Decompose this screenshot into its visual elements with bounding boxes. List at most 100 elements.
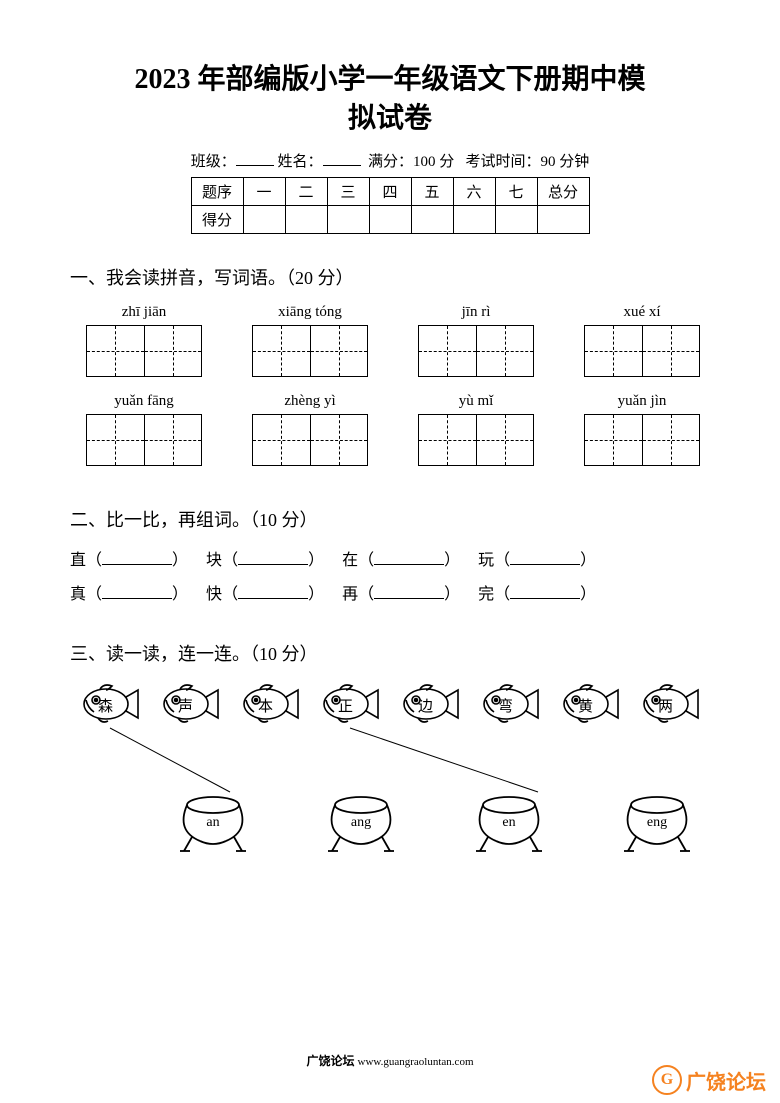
blank xyxy=(102,551,172,565)
pinyin-row-1: zhī jiān xiāng tóng jīn rì xué xí xyxy=(70,304,710,377)
pinyin-label: zhī jiān xyxy=(86,304,202,321)
word-item: 真（） xyxy=(70,580,188,604)
tianzige-box xyxy=(418,325,534,377)
pot-icon xyxy=(170,791,256,853)
tianzige-box xyxy=(584,414,700,466)
tianzige-box xyxy=(418,414,534,466)
char: 在 xyxy=(342,546,358,570)
title-line-1: 2023 年部编版小学一年级语文下册期中模 xyxy=(70,60,710,99)
char: 快 xyxy=(206,580,222,604)
cell: 六 xyxy=(453,178,495,206)
cell xyxy=(327,206,369,234)
char: 完 xyxy=(478,580,494,604)
cell: 五 xyxy=(411,178,453,206)
fish-icon xyxy=(396,680,460,726)
pinyin-group: yù mǐ xyxy=(418,393,534,466)
tianzige-box xyxy=(252,325,368,377)
fish-icon xyxy=(76,680,140,726)
cell: 题序 xyxy=(191,178,243,206)
word-item: 快（） xyxy=(206,580,324,604)
section-2-title: 二、比一比，再组词。（10 分） xyxy=(70,506,710,532)
cell: 总分 xyxy=(537,178,589,206)
fish-item: 黄 xyxy=(556,680,620,731)
cell: 四 xyxy=(369,178,411,206)
char: 直 xyxy=(70,546,86,570)
cell xyxy=(537,206,589,234)
blank xyxy=(374,585,444,599)
pot-item: eng xyxy=(614,791,700,858)
fish-item: 两 xyxy=(636,680,700,731)
watermark-icon: G xyxy=(652,1065,682,1095)
pinyin-group: yuǎn fāng xyxy=(86,393,202,466)
class-label: 班级： xyxy=(191,154,236,170)
tianzige-box xyxy=(86,414,202,466)
cell xyxy=(243,206,285,234)
table-row: 题序 一 二 三 四 五 六 七 总分 xyxy=(191,178,589,206)
word-row: 直（） 块（） 在（） 玩（） xyxy=(70,546,710,570)
blank xyxy=(374,551,444,565)
cell: 二 xyxy=(285,178,327,206)
char: 玩 xyxy=(478,546,494,570)
fish-item: 弯 xyxy=(476,680,540,731)
pinyin-group: yuǎn jìn xyxy=(584,393,700,466)
watermark-text: 广饶论坛 xyxy=(686,1066,766,1095)
pinyin-label: yuǎn jìn xyxy=(584,393,700,410)
pinyin-label: xué xí xyxy=(584,304,700,321)
fish-icon xyxy=(236,680,300,726)
word-item: 在（） xyxy=(342,546,460,570)
pot-icon xyxy=(466,791,552,853)
cell xyxy=(411,206,453,234)
section-3-title: 三、读一读，连一连。（10 分） xyxy=(70,640,710,666)
char: 块 xyxy=(206,546,222,570)
blank xyxy=(510,551,580,565)
word-item: 直（） xyxy=(70,546,188,570)
word-row: 真（） 快（） 再（） 完（） xyxy=(70,580,710,604)
exam-info-line: 班级： 姓名： 满分：100 分 考试时间：90 分钟 xyxy=(70,150,710,171)
word-item: 再（） xyxy=(342,580,460,604)
fish-item: 森 xyxy=(76,680,140,731)
fish-icon xyxy=(316,680,380,726)
fish-icon xyxy=(636,680,700,726)
blank xyxy=(102,585,172,599)
pinyin-group: zhī jiān xyxy=(86,304,202,377)
cell xyxy=(495,206,537,234)
cell xyxy=(285,206,327,234)
fish-icon xyxy=(556,680,620,726)
section-1-title: 一、我会读拼音，写词语。（20 分） xyxy=(70,264,710,290)
fish-item: 本 xyxy=(236,680,300,731)
char: 真 xyxy=(70,580,86,604)
pinyin-label: xiāng tóng xyxy=(252,304,368,321)
class-blank xyxy=(236,152,274,166)
name-blank xyxy=(323,152,361,166)
pinyin-label: jīn rì xyxy=(418,304,534,321)
cell: 七 xyxy=(495,178,537,206)
pinyin-group: xué xí xyxy=(584,304,700,377)
score-table: 题序 一 二 三 四 五 六 七 总分 得分 xyxy=(191,177,590,234)
table-row: 得分 xyxy=(191,206,589,234)
pinyin-label: yù mǐ xyxy=(418,393,534,410)
pinyin-group: zhèng yì xyxy=(252,393,368,466)
pot-item: en xyxy=(466,791,552,858)
tianzige-box xyxy=(86,325,202,377)
cell: 三 xyxy=(327,178,369,206)
pot-item: an xyxy=(170,791,256,858)
pinyin-label: yuǎn fāng xyxy=(86,393,202,410)
fish-icon xyxy=(156,680,220,726)
page-title: 2023 年部编版小学一年级语文下册期中模 拟试卷 xyxy=(70,60,710,138)
cell: 一 xyxy=(243,178,285,206)
pot-icon xyxy=(614,791,700,853)
pinyin-group: jīn rì xyxy=(418,304,534,377)
word-item: 完（） xyxy=(478,580,596,604)
fish-item: 边 xyxy=(396,680,460,731)
footer-url: www.guangraoluntan.com xyxy=(358,1056,474,1068)
name-label: 姓名： xyxy=(277,154,322,170)
fish-icon xyxy=(476,680,540,726)
time-label: 考试时间：90 分钟 xyxy=(466,154,590,170)
matching-area: 森 声 本 正 边 xyxy=(70,680,710,858)
word-item: 块（） xyxy=(206,546,324,570)
pot-row: an ang en eng xyxy=(70,791,710,858)
footer-name: 广饶论坛 xyxy=(307,1054,355,1068)
char: 再 xyxy=(342,580,358,604)
fish-row: 森 声 本 正 边 xyxy=(70,680,710,731)
blank xyxy=(238,585,308,599)
